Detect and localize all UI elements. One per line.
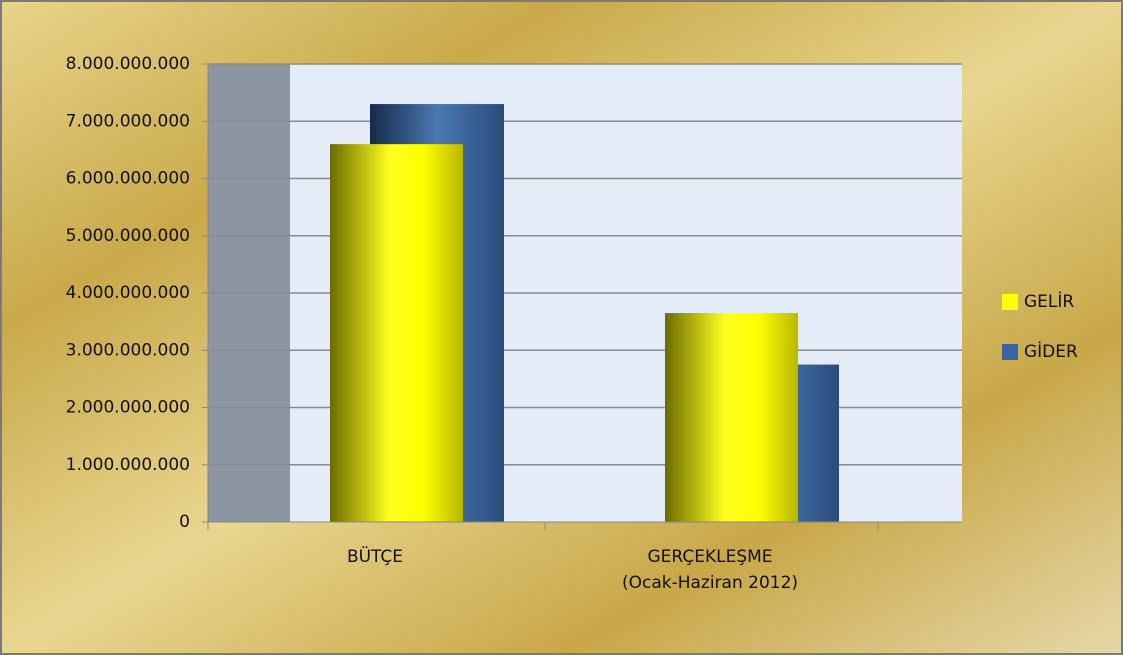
x-tick-label: GERÇEKLEŞME (Ocak-Haziran 2012) (621, 547, 799, 593)
legend-swatch (1002, 344, 1018, 360)
legend-label: GELİR (1024, 291, 1074, 312)
x-tick-label: BÜTÇE (346, 547, 404, 567)
y-tick-label: 3.000.000.000 (66, 340, 190, 360)
y-tick-label: 5.000.000.000 (66, 226, 190, 246)
legend-label: GİDER (1024, 341, 1078, 362)
y-tick-label: 0 (179, 512, 190, 532)
y-tick-label: 2.000.000.000 (66, 398, 190, 418)
legend-swatch (1002, 294, 1018, 310)
bar (665, 313, 798, 522)
bar (330, 144, 463, 522)
y-tick-label: 8.000.000.000 (66, 54, 190, 74)
y-tick-label: 6.000.000.000 (66, 169, 190, 189)
y-tick-label: 4.000.000.000 (66, 283, 190, 303)
y-tick-label: 7.000.000.000 (66, 111, 190, 131)
y-tick-label: 1.000.000.000 (66, 455, 190, 475)
